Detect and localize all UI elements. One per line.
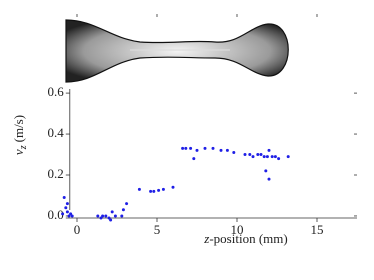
- point: [109, 218, 113, 222]
- point: [273, 155, 277, 159]
- point: [107, 216, 111, 220]
- point: [149, 189, 153, 193]
- point: [286, 155, 290, 159]
- point: [62, 196, 66, 200]
- point: [270, 155, 274, 159]
- point: [64, 206, 68, 210]
- y-label-subscript: z: [18, 145, 29, 150]
- point: [251, 155, 255, 159]
- point: [181, 146, 185, 150]
- point: [248, 153, 252, 157]
- x-label-symbol: z: [203, 231, 209, 246]
- point: [121, 208, 125, 212]
- point: [152, 189, 156, 193]
- point: [157, 188, 161, 192]
- x-tick-label: 10: [231, 222, 244, 237]
- point: [161, 187, 165, 191]
- point: [232, 150, 236, 154]
- point: [61, 212, 65, 216]
- point: [96, 214, 100, 218]
- point: [256, 153, 260, 157]
- point: [211, 146, 215, 150]
- point: [70, 214, 74, 218]
- x-label-text: -position (mm): [209, 231, 287, 246]
- x-tick-label: 15: [311, 222, 324, 237]
- point: [69, 212, 73, 216]
- point: [225, 148, 229, 152]
- point: [125, 202, 129, 206]
- point: [262, 155, 266, 159]
- point: [264, 169, 268, 173]
- point: [120, 214, 124, 218]
- point: [184, 146, 188, 150]
- point: [267, 177, 271, 181]
- y-axis-label: vz (m/s): [11, 115, 29, 155]
- y-tick-label: 0.0: [48, 207, 64, 222]
- y-tick-label: 0.6: [48, 84, 65, 99]
- point: [243, 153, 247, 157]
- point: [195, 148, 199, 152]
- point: [259, 153, 263, 157]
- y-tick-label: 0.4: [48, 125, 65, 140]
- point: [137, 187, 141, 191]
- point: [110, 210, 114, 214]
- point: [203, 146, 207, 150]
- x-axis-label: z-position (mm): [203, 231, 287, 246]
- x-tick-label: 0: [74, 222, 81, 237]
- point: [101, 214, 105, 218]
- point: [171, 185, 175, 189]
- point: [219, 148, 223, 152]
- y-label-symbol: v: [11, 149, 26, 155]
- point: [265, 155, 269, 159]
- point: [189, 146, 193, 150]
- point: [113, 214, 117, 218]
- point: [67, 214, 71, 218]
- y-tick-label: 0.2: [48, 166, 64, 181]
- point: [65, 202, 69, 206]
- x-tick-label: 5: [154, 222, 161, 237]
- point: [192, 157, 196, 161]
- point: [65, 210, 69, 214]
- y-label-unit: (m/s): [11, 115, 26, 142]
- point: [99, 216, 103, 220]
- point: [267, 148, 271, 152]
- point: [104, 214, 108, 218]
- point: [277, 157, 281, 161]
- liquid-bridge-image: [65, 18, 291, 83]
